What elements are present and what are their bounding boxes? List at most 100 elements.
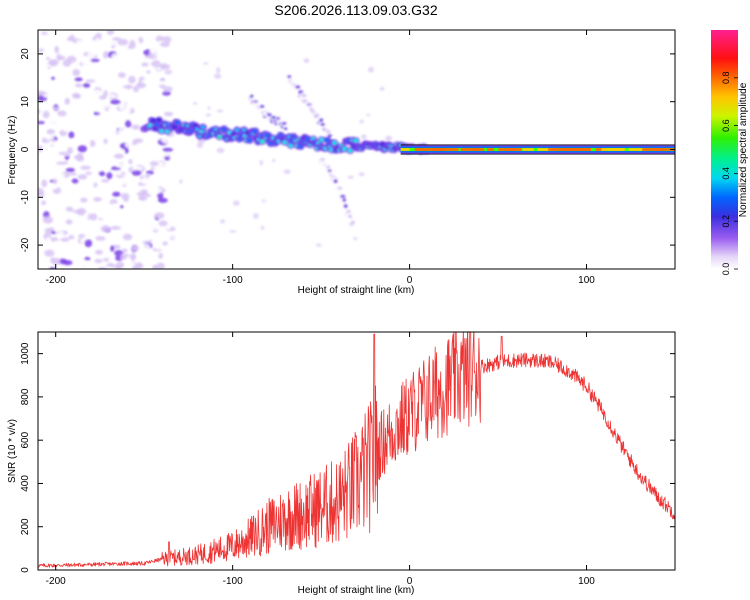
noise-blob [110, 245, 115, 252]
noise-blob [73, 209, 84, 214]
noise-blob [352, 204, 359, 208]
noise-blob [68, 235, 75, 240]
noise-blob [169, 168, 175, 171]
lower-branch-core [351, 220, 355, 225]
noise-blob [152, 200, 159, 209]
noise-blob [128, 227, 135, 235]
mid-branch-core [295, 85, 301, 89]
noise-blob [89, 140, 96, 148]
noise-blob [110, 167, 121, 171]
main-line-peak [185, 124, 189, 127]
noise-blob [196, 142, 203, 149]
noise-blob [95, 105, 106, 113]
main-line-peak [218, 135, 222, 138]
x-tick-label: -100 [223, 576, 243, 587]
noise-blob [56, 53, 62, 61]
noise-blob [290, 230, 298, 237]
colorbar-label: Normalized spectral amplitude [738, 82, 749, 217]
noise-blob [83, 47, 92, 52]
noise-blob [80, 197, 88, 203]
noise-blob [134, 64, 145, 72]
noise-blob [74, 244, 82, 250]
noise-blob [259, 211, 266, 217]
noise-blob [378, 220, 387, 223]
noise-blob [162, 91, 171, 96]
noise-blob [132, 85, 140, 93]
noise-blob [42, 216, 54, 224]
noise-blob [42, 94, 51, 98]
noise-blob [119, 256, 127, 260]
noise-blob [77, 102, 84, 108]
spectrogram-content [38, 30, 675, 269]
noise-blob [260, 225, 265, 230]
noise-blob [116, 171, 122, 176]
noise-blob [131, 170, 142, 176]
noise-blob [106, 171, 113, 180]
noise-blob [121, 248, 128, 253]
noise-blob [38, 145, 43, 153]
noise-blob [122, 85, 134, 89]
noise-blob [87, 96, 95, 101]
noise-blob [72, 68, 81, 77]
noise-blob [210, 177, 215, 182]
noise-blob [294, 207, 302, 213]
noise-blob [325, 183, 329, 188]
y-tick-label: 20 [20, 48, 31, 60]
noise-blob [95, 37, 100, 46]
y-tick-label: 800 [20, 388, 31, 405]
noise-blob [54, 45, 60, 54]
noise-blob [328, 252, 333, 256]
noise-blob [110, 234, 118, 242]
noise-blob [279, 51, 287, 58]
noise-blob [48, 227, 55, 232]
noise-blob [65, 167, 75, 173]
noise-blob [149, 34, 157, 39]
noise-blob [69, 172, 77, 176]
noise-blob [42, 110, 50, 119]
noise-blob [139, 102, 151, 108]
noise-blob [327, 120, 334, 124]
noise-blob [377, 240, 384, 244]
noise-blob [118, 117, 127, 123]
noise-blob [232, 220, 237, 227]
noise-blob [128, 158, 133, 165]
noise-blob [131, 152, 140, 158]
main-line-peak [242, 128, 246, 131]
noise-blob [216, 67, 221, 74]
noise-blob [46, 236, 52, 244]
main-line-peak-seg [548, 148, 568, 151]
noise-blob [136, 83, 147, 87]
noise-blob [58, 43, 67, 50]
noise-blob [106, 30, 115, 35]
mid-branch-core [287, 74, 292, 79]
noise-blob [199, 172, 204, 175]
noise-blob [151, 96, 162, 105]
noise-blob [53, 106, 60, 111]
mid-branch-core [301, 93, 307, 98]
noise-blob [64, 97, 70, 105]
noise-blob [68, 131, 75, 139]
noise-blob [89, 213, 98, 221]
noise-blob [74, 77, 83, 82]
noise-blob [38, 121, 45, 125]
noise-blob [140, 189, 148, 193]
upper-branch-core [283, 127, 288, 131]
noise-blob [52, 178, 58, 185]
noise-blob [363, 195, 371, 200]
noise-blob [138, 195, 145, 201]
noise-blob [132, 166, 143, 172]
noise-blob [316, 243, 322, 247]
noise-blob [43, 85, 49, 93]
noise-blob [77, 145, 88, 153]
noise-blob [173, 91, 182, 96]
noise-blob [142, 243, 151, 252]
noise-blob [71, 88, 82, 94]
noise-blob [340, 83, 347, 87]
noise-blob [154, 237, 161, 244]
noise-blob [49, 237, 59, 242]
noise-blob [100, 225, 111, 233]
noise-blob [101, 116, 107, 124]
colorbar: 0.0 0.2 0.4 0.6 0.8 Normalized spectral ampl… [711, 30, 749, 275]
